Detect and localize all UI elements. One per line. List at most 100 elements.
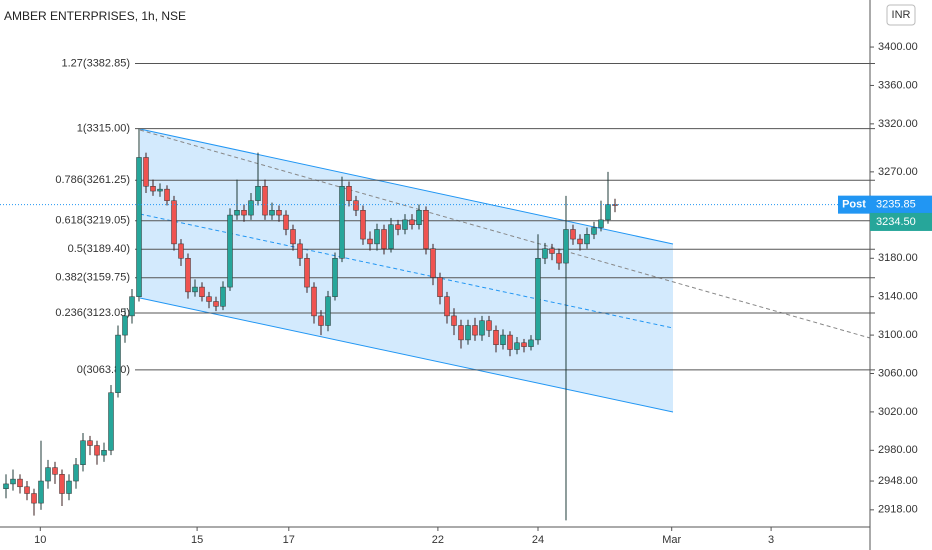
candle-body	[535, 258, 541, 341]
candle-body	[17, 478, 23, 488]
candle-body	[59, 474, 65, 494]
candle-body	[164, 188, 170, 201]
x-tick-label: 24	[532, 534, 544, 546]
candle-body	[374, 229, 380, 245]
y-tick-label: 3360.00	[878, 79, 918, 91]
candle-body	[234, 210, 240, 216]
candle-body	[129, 296, 135, 317]
x-tick-label: 3	[768, 534, 774, 546]
candle-body	[444, 296, 450, 317]
candle-body	[556, 253, 562, 264]
x-tick-label: 22	[432, 534, 444, 546]
candle-body	[367, 238, 373, 245]
candle-body	[465, 325, 471, 341]
candle-body	[45, 467, 51, 482]
candle-body	[115, 334, 121, 393]
fib-label: 1.27(3382.85)	[62, 57, 131, 69]
candle-body	[521, 342, 527, 347]
currency-button[interactable]	[886, 4, 916, 26]
trend-line	[139, 129, 871, 339]
candle-body	[388, 224, 394, 249]
fib-label: 0.236(3123.05)	[55, 307, 130, 319]
candle-body	[472, 325, 478, 336]
candle-body	[332, 258, 338, 297]
candle-body	[304, 258, 310, 288]
candle-body	[402, 219, 408, 230]
candle-body	[241, 210, 247, 216]
chart-title: AMBER ENTERPRISES, 1h, NSE	[4, 9, 186, 23]
candle-body	[584, 234, 590, 245]
candle-body	[346, 186, 352, 201]
candle-body	[157, 188, 163, 192]
candle-body	[493, 330, 499, 345]
channel-bottom	[139, 297, 674, 413]
candle-body	[430, 248, 436, 278]
candle-body	[150, 186, 156, 192]
candle-body	[542, 248, 548, 259]
candle-body	[395, 224, 401, 230]
candle-body	[409, 219, 415, 225]
candle-body	[213, 301, 219, 307]
x-tick-label: 15	[191, 534, 203, 546]
candle-body	[94, 445, 100, 456]
candle-body	[178, 243, 184, 259]
candle-body	[416, 210, 422, 225]
candle-body	[38, 480, 44, 504]
candle-body	[122, 315, 128, 336]
x-tick-label: Mar	[662, 534, 681, 546]
candle-body	[171, 200, 177, 245]
candle-body	[353, 200, 359, 211]
candle-body	[66, 480, 72, 494]
candle-body	[290, 229, 296, 245]
candle-body	[563, 229, 569, 264]
fib-label: 0.5(3189.40)	[68, 243, 130, 255]
candle-body	[549, 248, 555, 254]
candle-body	[577, 238, 583, 245]
candle-body	[297, 243, 303, 259]
candle-body	[87, 440, 93, 446]
channel-top	[139, 128, 674, 245]
post-tag-label: Post	[842, 199, 866, 211]
fib-label: 0.382(3159.75)	[55, 272, 130, 284]
y-tick-label: 3270.00	[878, 166, 918, 178]
candle-body	[80, 440, 86, 465]
candle-body	[528, 339, 534, 347]
candle-body	[248, 200, 254, 216]
candle-body	[73, 464, 79, 482]
x-tick-label: 17	[283, 534, 295, 546]
y-tick-label: 3180.00	[878, 252, 918, 264]
candle-body	[360, 210, 366, 240]
post-tag	[838, 195, 871, 214]
y-tick-label: 3100.00	[878, 329, 918, 341]
y-tick-label: 2980.00	[878, 444, 918, 456]
y-tick-label: 2918.00	[878, 504, 918, 516]
candle-body	[206, 296, 212, 302]
candle-body	[199, 286, 205, 297]
post-price-label: 3235.85	[876, 199, 916, 211]
candle-body	[143, 157, 149, 187]
currency-label[interactable]: INR	[892, 9, 911, 21]
candle-body	[591, 227, 597, 235]
candle-body	[318, 315, 324, 326]
candle-body	[31, 493, 37, 504]
y-tick-label: 3320.00	[878, 118, 918, 130]
candle-body	[220, 286, 226, 307]
candle-body	[227, 214, 233, 288]
candle-body	[185, 258, 191, 293]
candle-body	[269, 210, 275, 216]
fib-label: 0.618(3219.05)	[55, 215, 130, 227]
candle-body	[10, 478, 16, 485]
candle-body	[108, 392, 114, 451]
channel-fill	[140, 129, 673, 412]
candle-body	[325, 296, 331, 326]
candle-body	[458, 325, 464, 341]
last-price-label: 3234.50	[876, 216, 916, 228]
fib-label: 0(3063.80)	[77, 364, 130, 376]
post-price-tag	[870, 195, 932, 214]
candle-body	[423, 210, 429, 249]
candle-body	[283, 214, 289, 230]
candle-body	[311, 286, 317, 317]
candle-body	[451, 315, 457, 326]
y-tick-label: 3060.00	[878, 367, 918, 379]
candle-body	[479, 320, 485, 336]
